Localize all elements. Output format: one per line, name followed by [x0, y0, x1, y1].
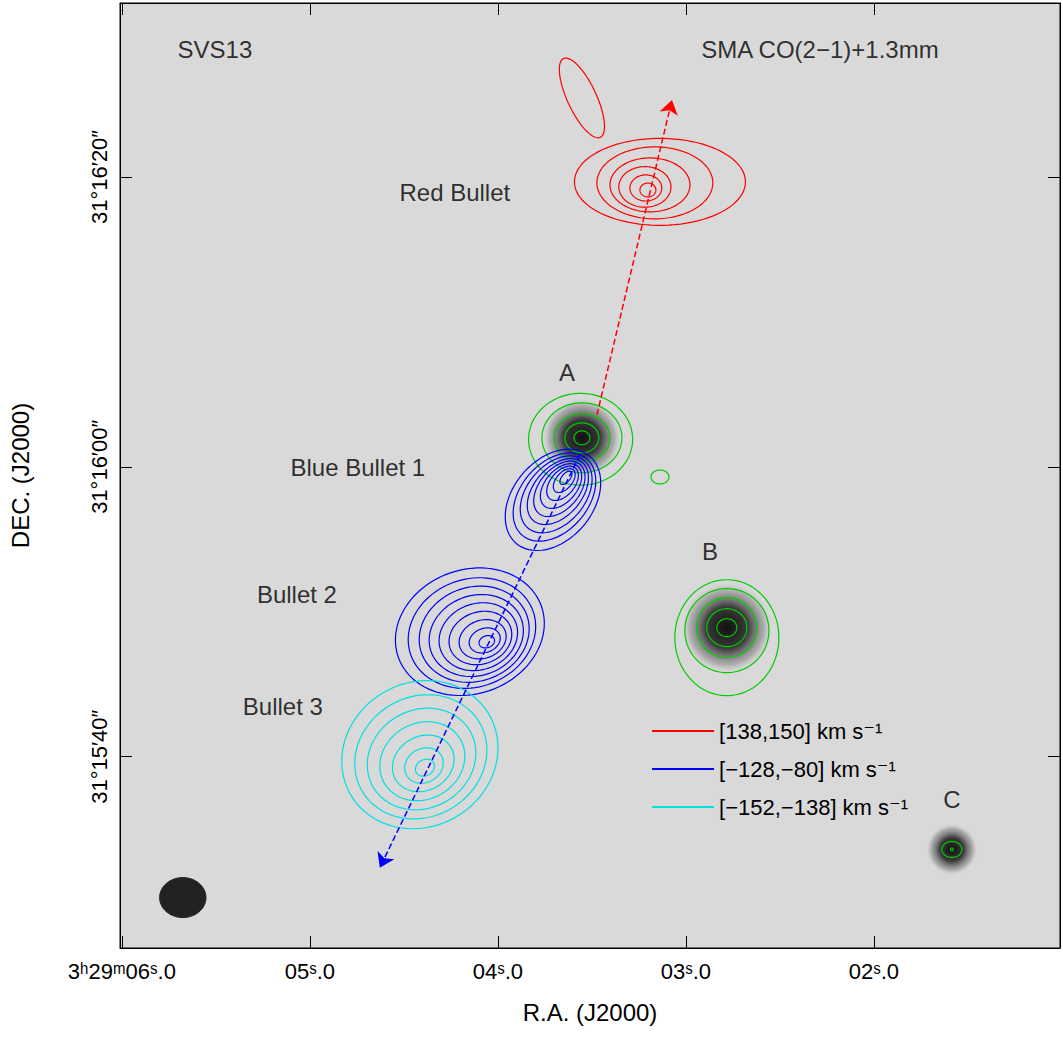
svg-text:Blue Bullet 1: Blue Bullet 1 — [290, 454, 425, 481]
svg-text:[−152,−138] km s⁻¹: [−152,−138] km s⁻¹ — [719, 795, 908, 820]
svg-text:Red Bullet: Red Bullet — [399, 179, 510, 206]
svg-text:[−128,−80] km s⁻¹: [−128,−80] km s⁻¹ — [719, 757, 896, 782]
svg-text:R.A. (J2000): R.A. (J2000) — [523, 999, 658, 1026]
svg-text:[138,150] km s⁻¹: [138,150] km s⁻¹ — [719, 719, 882, 744]
svg-text:03ˢ.0: 03ˢ.0 — [661, 959, 711, 984]
svg-text:04ˢ.0: 04ˢ.0 — [473, 959, 523, 984]
svg-text:05ˢ.0: 05ˢ.0 — [285, 959, 335, 984]
svg-text:B: B — [702, 538, 718, 565]
svg-text:SVS13: SVS13 — [178, 36, 253, 63]
svg-text:31°15′40″: 31°15′40″ — [87, 709, 112, 803]
svg-text:Bullet 3: Bullet 3 — [243, 693, 323, 720]
svg-text:SMA CO(2−1)+1.3mm: SMA CO(2−1)+1.3mm — [701, 36, 938, 63]
svg-text:3ʰ29ᵐ06ˢ.0: 3ʰ29ᵐ06ˢ.0 — [68, 959, 176, 984]
svg-text:31°16′20″: 31°16′20″ — [87, 130, 112, 224]
svg-text:02ˢ.0: 02ˢ.0 — [849, 959, 899, 984]
svg-text:31°16′00″: 31°16′00″ — [87, 420, 112, 514]
svg-text:C: C — [943, 786, 960, 813]
svg-text:Bullet 2: Bullet 2 — [257, 581, 337, 608]
svg-text:DEC. (J2000): DEC. (J2000) — [7, 403, 34, 548]
svg-text:A: A — [559, 359, 575, 386]
